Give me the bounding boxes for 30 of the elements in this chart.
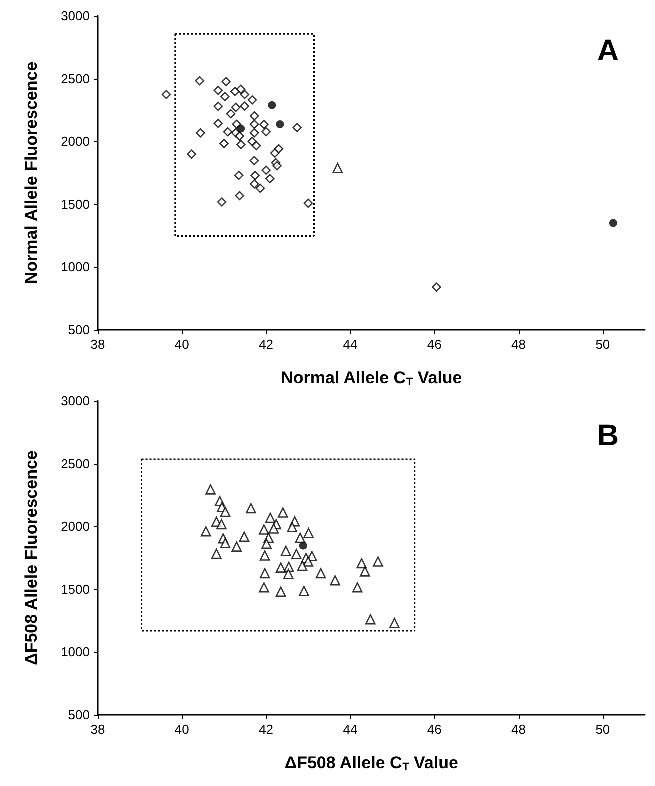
x-tick-label: 50 <box>596 722 610 737</box>
x-tick-label: 40 <box>174 722 190 737</box>
x-tick-label: 38 <box>90 722 106 737</box>
y-tick-label: 1000 <box>61 260 90 275</box>
x-tick-label: 46 <box>427 722 442 737</box>
x-tick-label: 48 <box>512 722 526 737</box>
y-tick-label: 500 <box>68 322 90 338</box>
y-axis-title: ΔF508 Allele Fluorescence <box>22 450 41 666</box>
x-tick-label: 50 <box>596 337 610 352</box>
y-tick-label: 2500 <box>61 456 90 472</box>
x-tick-label: 44 <box>343 337 358 352</box>
y-tick-label: 3000 <box>61 394 90 408</box>
y-tick-label: 1500 <box>61 582 90 597</box>
annotation: B <box>597 420 620 452</box>
y-tick-label: 500 <box>68 708 90 722</box>
x-tick-label: 42 <box>259 722 274 737</box>
annotation: A <box>597 34 620 68</box>
y-tick-label: 2000 <box>61 134 90 150</box>
y-tick-label: 3000 <box>61 8 90 24</box>
y-tick-label: 1500 <box>61 196 90 212</box>
y-tick-label: 1000 <box>61 644 90 660</box>
x-tick-label: 46 <box>427 337 442 352</box>
y-tick-label: 2000 <box>61 519 90 534</box>
x-tick-label: 42 <box>259 337 274 352</box>
x-tick-label: 44 <box>343 722 358 737</box>
y-axis-title: Normal Allele Fluorescence <box>22 62 41 284</box>
x-tick-label: 40 <box>174 337 190 352</box>
x-tick-label: 48 <box>512 337 526 352</box>
y-tick-label: 2500 <box>61 71 90 86</box>
x-tick-label: 38 <box>90 337 106 352</box>
